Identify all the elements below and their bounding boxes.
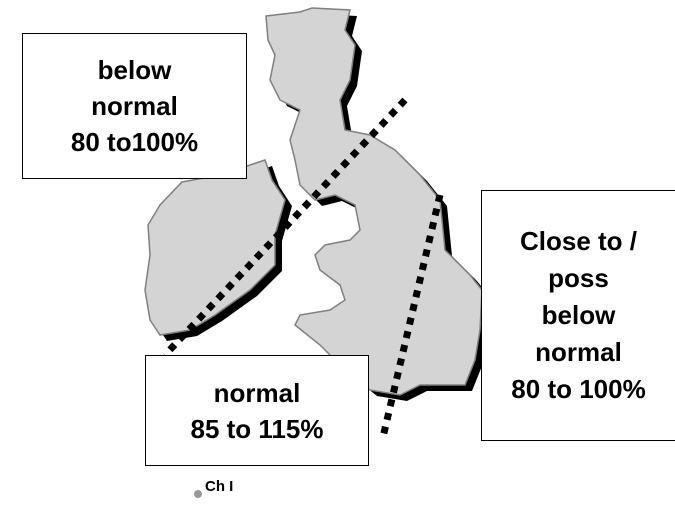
label-line: 80 to 100% [511, 374, 646, 404]
label-line: Close to / [519, 226, 637, 256]
label-line: 85 to 115% [190, 413, 324, 444]
ireland [144, 159, 286, 336]
label-line: poss [548, 263, 609, 293]
channel-islands-dot [194, 490, 202, 498]
label-line: normal [213, 377, 301, 408]
place-label: Ch I [205, 478, 234, 495]
label-box: below normal 80 to100% [22, 33, 247, 179]
label-box: normal 85 to 115% [145, 355, 369, 466]
label-line: 80 to100% [70, 127, 199, 157]
great-britain [265, 7, 483, 396]
label-line: below [541, 300, 616, 330]
label-line: normal [535, 337, 622, 367]
label-line: below [97, 55, 172, 85]
map-land [144, 7, 483, 396]
region-divider [162, 97, 408, 358]
label-box: Close to / poss below normal 80 to 100% [481, 190, 675, 441]
label-line: normal [91, 91, 178, 121]
